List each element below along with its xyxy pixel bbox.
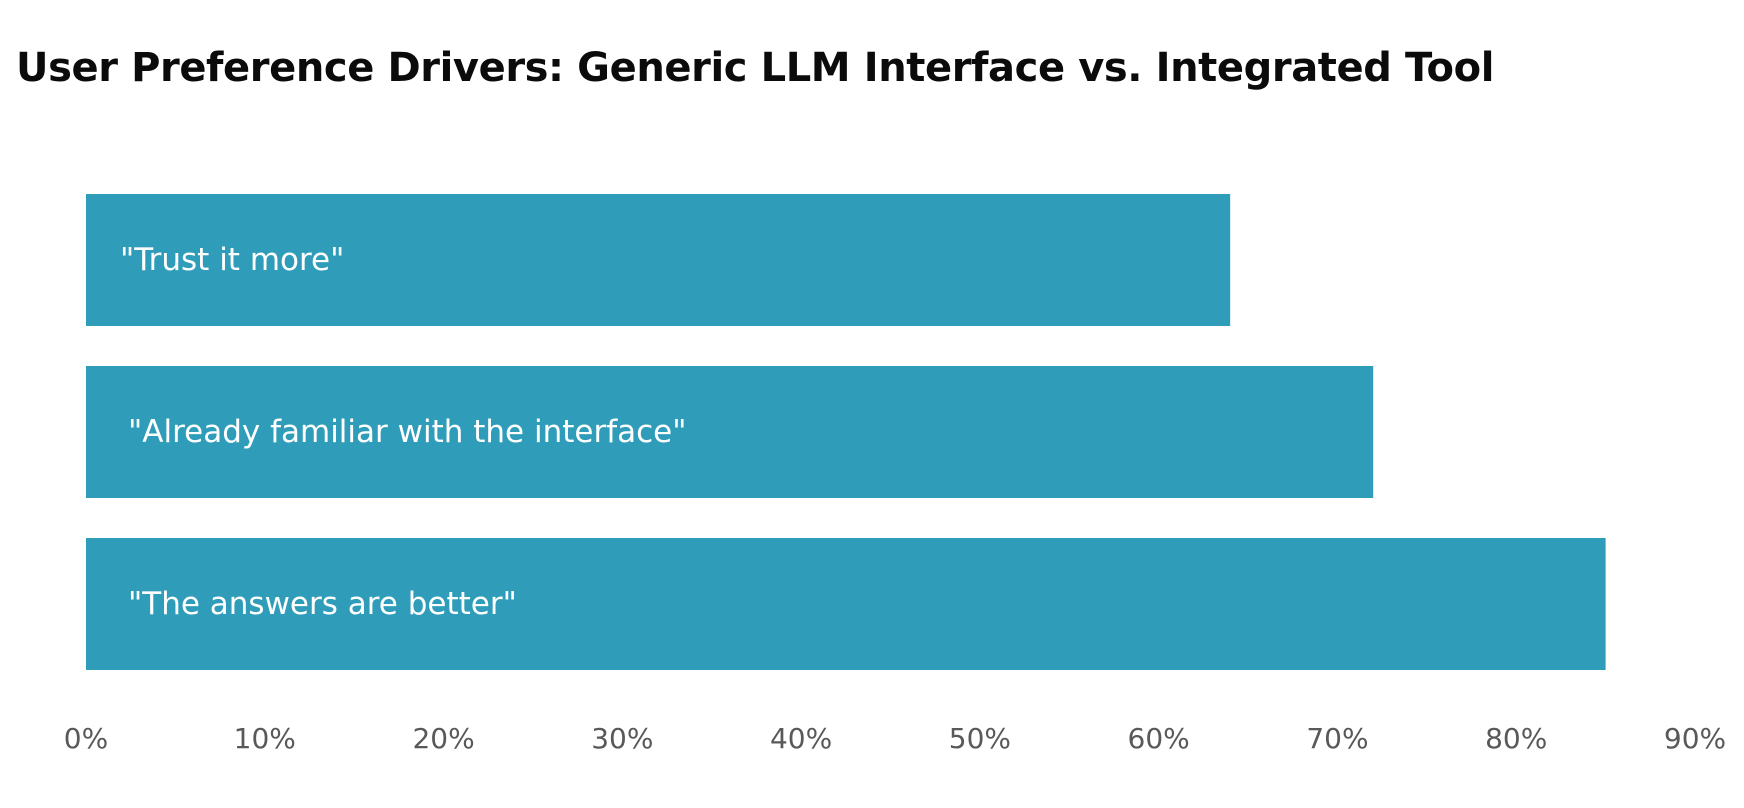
x-tick-label: 0%	[64, 722, 108, 755]
x-tick-label: 90%	[1664, 722, 1726, 755]
x-tick-label: 40%	[770, 722, 832, 755]
bars-group: "Trust it more" "Already familiar with th…	[86, 194, 1606, 670]
x-tick-label: 50%	[949, 722, 1011, 755]
x-tick-label: 20%	[412, 722, 474, 755]
bar-label-3: "The answers are better"	[128, 586, 517, 622]
bar-3	[86, 538, 1606, 670]
bar-label-2: "Already familiar with the interface"	[128, 414, 687, 450]
x-tick-label: 80%	[1485, 722, 1547, 755]
chart-title: User Preference Drivers: Generic LLM Int…	[16, 45, 1495, 91]
x-tick-label: 60%	[1128, 722, 1190, 755]
x-axis-ticks: 0% 10% 20% 30% 40% 50% 60% 70% 80% 90%	[64, 722, 1726, 755]
bar-2	[86, 366, 1374, 498]
x-tick-label: 70%	[1306, 722, 1368, 755]
bar-1	[86, 194, 1231, 326]
bar-label-1: "Trust it more"	[120, 242, 344, 278]
x-tick-label: 10%	[234, 722, 296, 755]
x-tick-label: 30%	[591, 722, 653, 755]
